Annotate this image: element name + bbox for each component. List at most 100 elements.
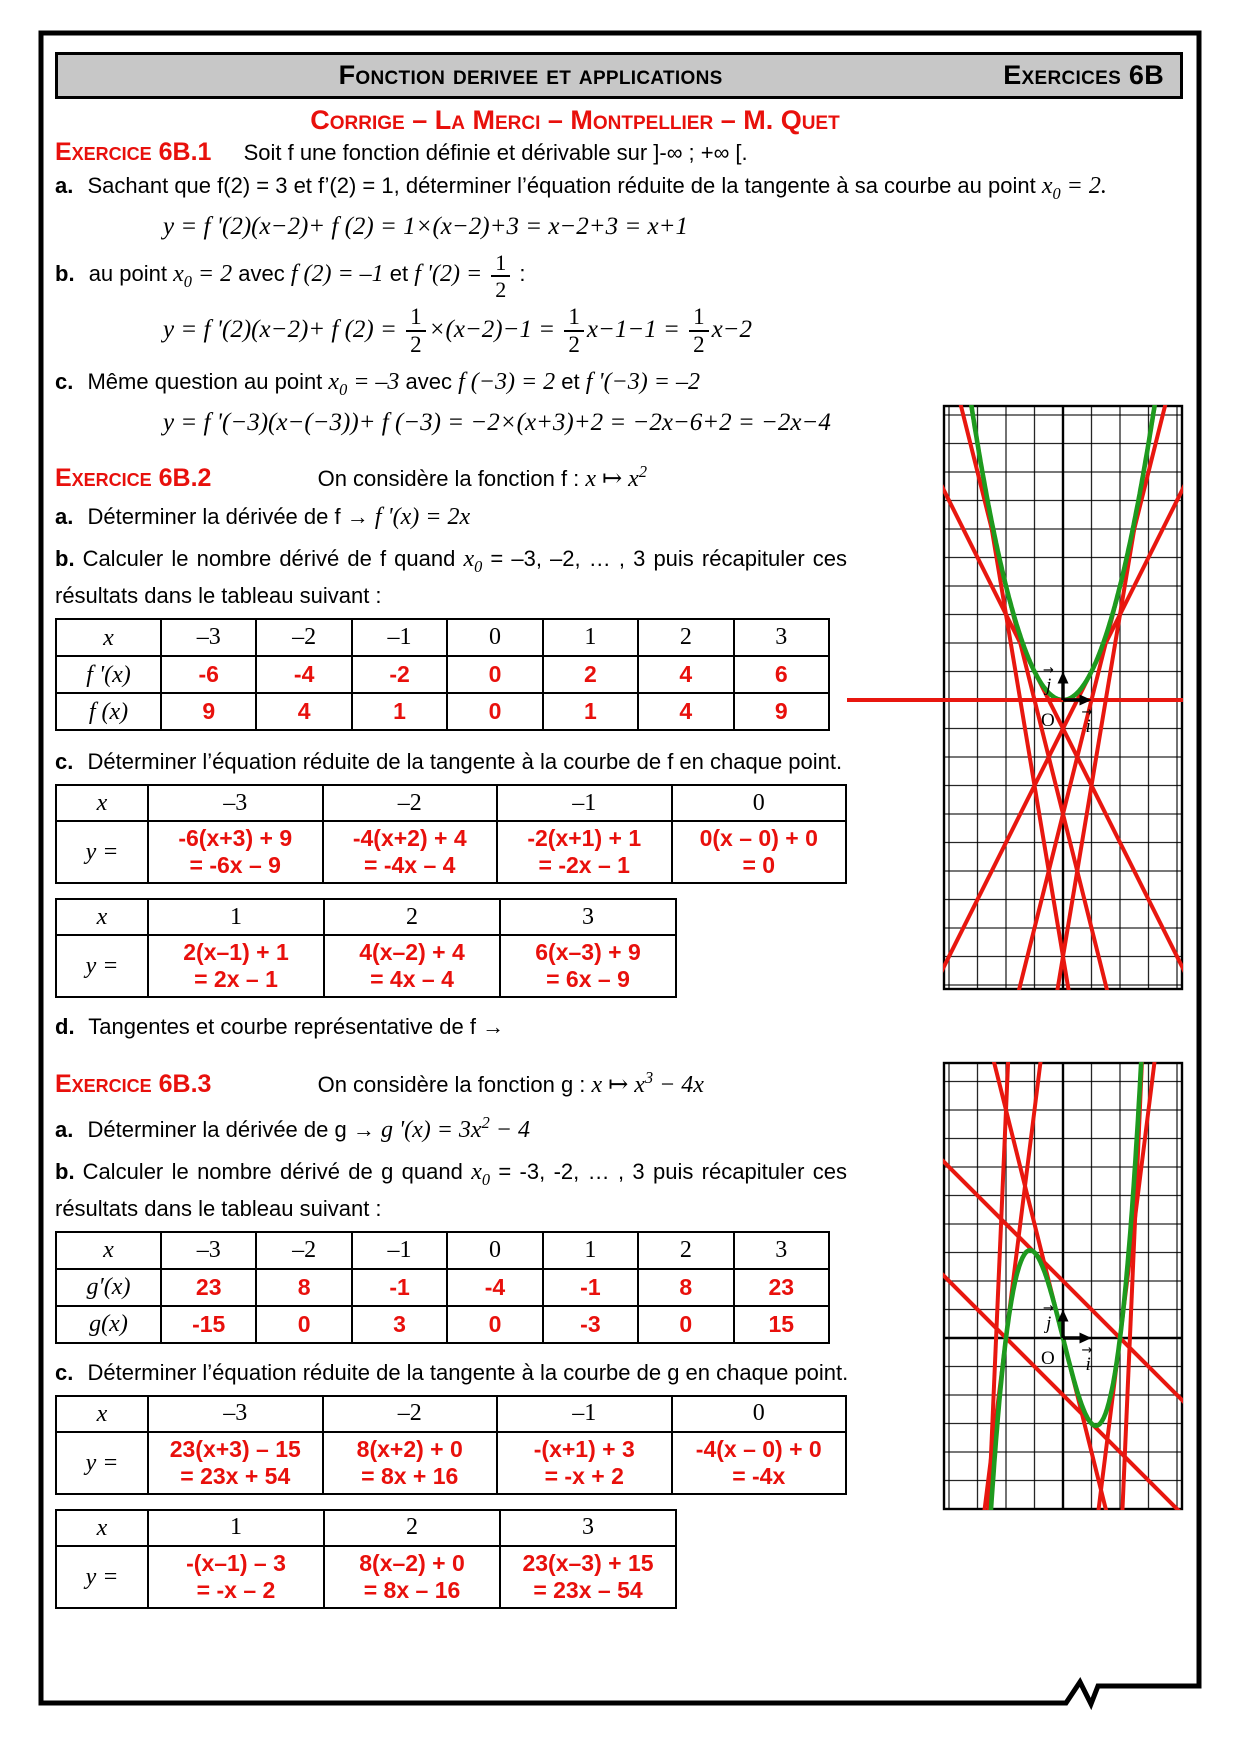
value-cell: 23 (159, 1267, 258, 1307)
col-header: –3 (159, 618, 258, 658)
value-cell: -15 (159, 1304, 258, 1344)
tangent-cell: 8(x+2) + 0 = 8x + 16 (321, 1430, 498, 1495)
value-cell: 1 (541, 692, 640, 732)
ex1-equation-a: y = f '(2)(x−2)+ f (2) = 1×(x−2)+3 = x−2… (163, 212, 689, 240)
ex1-question-a: a. Sachant que f(2) = 3 et f’(2) = 1, dé… (55, 171, 1183, 208)
col-header: 0 (446, 618, 544, 658)
value-cell: 4 (637, 655, 735, 695)
value-cell: 1 (350, 692, 449, 732)
label-b: b. (55, 546, 75, 572)
value-cell: 9 (159, 692, 258, 732)
ex3-question-c-text: Déterminer l’équation réduite de la tang… (87, 1359, 849, 1385)
tangent-cell: -4(x – 0) + 0 = -4x (670, 1430, 847, 1495)
exercise1-header: Exercice 6B.1 Soit f une fonction défini… (55, 138, 1183, 167)
ex1-question-b-text: au point x0 = 2 avec f (2) = –1 et f '(2… (88, 249, 526, 302)
col-header-x: x (55, 784, 149, 823)
col-header: 3 (499, 1508, 677, 1547)
ex3-question-c: c. Déterminer l’équation réduite de la t… (55, 1358, 1183, 1387)
label-a: a. (55, 504, 74, 530)
row-label: f (x) (55, 692, 162, 732)
col-header: 1 (147, 1508, 325, 1547)
col-header: –1 (350, 618, 449, 658)
value-cell: 6 (732, 655, 831, 695)
table-f-values: x –3 –2 –1 0 1 2 3 f '(x) -6 -4 -2 0 2 4 6 f (x) 9 4 1 0 1 4 9 (55, 618, 831, 732)
exercise2-title: Exercice 6B.2 (55, 464, 212, 493)
label-d: d. (55, 1014, 75, 1040)
row-label-y: y = (55, 1430, 149, 1495)
value-cell: -4 (446, 1267, 544, 1307)
exercise3-title: Exercice 6B.3 (55, 1070, 212, 1099)
ex3-question-b-text1: Calculer le nombre dérivé de g quand x0 … (82, 1159, 847, 1189)
value-cell: -1 (350, 1267, 449, 1307)
exercise1-title: Exercice 6B.1 (55, 138, 212, 166)
value-cell: 0 (446, 692, 544, 732)
ex2-question-c: c. Déterminer l’équation réduite de la t… (55, 747, 1183, 776)
col-header: –2 (255, 1230, 353, 1270)
col-header: 0 (670, 1394, 847, 1433)
ex2-question-d: d. Tangentes et courbe représentative de… (55, 1012, 1183, 1041)
col-header: 0 (670, 784, 847, 823)
tangent-cell: -(x–1) – 3 = -x – 2 (147, 1544, 325, 1609)
value-cell: 0 (255, 1304, 353, 1344)
ex2-question-b-line2: résultats dans le tableau suivant : (55, 583, 382, 609)
value-cell: 8 (255, 1267, 353, 1307)
label-b: b. (55, 261, 75, 287)
row-label-y: y = (55, 1544, 149, 1609)
value-cell: -2 (350, 655, 449, 695)
col-header: 2 (637, 1230, 735, 1270)
ex3-question-a-text: Déterminer la dérivée de g → g '(x) = 3x… (87, 1113, 530, 1144)
col-header: –1 (496, 1394, 673, 1433)
col-header: 3 (499, 898, 677, 937)
value-cell: -1 (541, 1267, 640, 1307)
ex2-question-b-text1: Calculer le nombre dérivé de f quand x0 … (82, 546, 847, 577)
value-cell: 15 (732, 1304, 831, 1344)
document-subtitle-right: Exercices 6B (1003, 60, 1164, 90)
col-header: –2 (321, 784, 498, 823)
tangent-cell: 6(x–3) + 9 = 6x – 9 (499, 934, 677, 999)
col-header: 2 (637, 618, 735, 658)
col-header-x: x (55, 1508, 149, 1547)
table-g-values: x –3 –2 –1 0 1 2 3 g′(x) 23 8 -1 -4 -1 8 23 g(x) -15 0 3 0 -3… (55, 1230, 831, 1344)
document-title: Fonction derivee et applications (338, 60, 723, 90)
value-cell: 0 (446, 655, 544, 695)
ex1-question-a-text: Sachant que f(2) = 3 et f’(2) = 1, déter… (87, 173, 1107, 203)
col-header-x: x (55, 1394, 149, 1433)
ex1-question-c: c. Même question au point x0 = –3 avec f… (55, 367, 1183, 404)
col-header: 1 (541, 618, 640, 658)
row-label-y: y = (55, 934, 149, 999)
col-header-x: x (55, 618, 162, 658)
col-header: 1 (541, 1230, 640, 1270)
col-header: 2 (323, 898, 501, 937)
exercise1-intro: Soit f une fonction définie et dérivable… (243, 140, 748, 165)
col-header: –3 (159, 1230, 258, 1270)
value-cell: 0 (637, 1304, 735, 1344)
tangent-cell: 23(x+3) – 15 = 23x + 54 (147, 1430, 324, 1495)
ex2-question-b-line1: b. Calculer le nombre dérivé de f quand x… (55, 544, 847, 581)
ex1-question-b: b. au point x0 = 2 avec f (2) = –1 et f … (55, 249, 1183, 302)
exercise2-header: Exercice 6B.2 On considère la fonction f… (55, 457, 1183, 494)
ex3-question-b-line2: résultats dans le tableau suivant : (55, 1195, 382, 1221)
col-header-x: x (55, 1230, 162, 1270)
ex3-question-b: b. Calculer le nombre dérivé de g quand x… (55, 1157, 847, 1223)
col-header: –3 (147, 784, 324, 823)
row-label: f '(x) (55, 655, 162, 695)
ex2-question-a: a. Déterminer la dérivée de f → f '(x) =… (55, 502, 1183, 532)
row-label-y: y = (55, 820, 149, 885)
tangent-cell: 23(x–3) + 15 = 23x – 54 (499, 1544, 677, 1609)
tangent-cell: -2(x+1) + 1 = -2x – 1 (496, 820, 673, 885)
col-header: –1 (496, 784, 673, 823)
col-header-x: x (55, 898, 149, 937)
table-f-tangents-negative: x –3 –2 –1 0 y = -6(x+3) + 9 = -6x – 9 -4(x+2) +… (55, 784, 847, 885)
exercise3-header: Exercice 6B.3 On considère la fonction g… (55, 1063, 1183, 1100)
col-header: –1 (350, 1230, 449, 1270)
table-g-tangents-negative: x –3 –2 –1 0 y = 23(x+3) – 15 = 23x + 54 8(x+2) … (55, 1394, 847, 1495)
col-header: –3 (147, 1394, 324, 1433)
col-header: –2 (255, 618, 353, 658)
exercise3-intro: On considère la fonction g : x ↦ x3 − 4x (317, 1068, 704, 1099)
label-a: a. (55, 1117, 74, 1143)
value-cell: 4 (637, 692, 735, 732)
value-cell: -3 (541, 1304, 640, 1344)
